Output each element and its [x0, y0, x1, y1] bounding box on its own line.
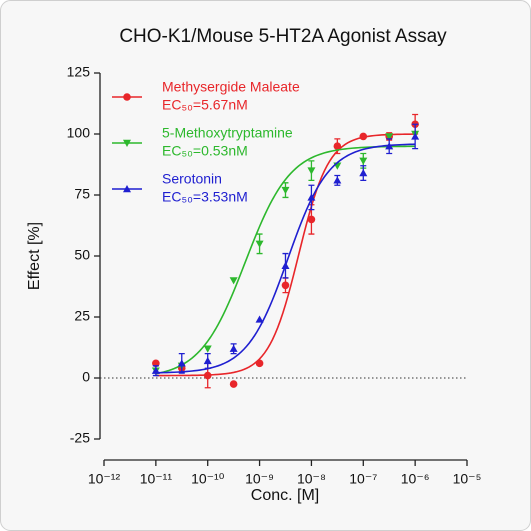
data-point	[177, 359, 186, 367]
y-tick-label: 0	[82, 369, 90, 385]
data-point	[281, 261, 290, 269]
x-tick-label: 10⁻¹²	[88, 471, 121, 487]
data-point	[151, 366, 160, 374]
ec50-label: EC₅₀=0.53nM	[162, 143, 248, 159]
data-point	[385, 142, 394, 150]
y-tick-label: 25	[74, 308, 90, 324]
data-point	[359, 157, 368, 165]
data-point	[307, 167, 316, 175]
ec50-label: EC₅₀=5.67nM	[162, 97, 248, 113]
x-axis-label: Conc. [M]	[251, 487, 319, 504]
y-tick-label: 100	[67, 125, 91, 141]
data-point	[255, 315, 264, 323]
y-axis-label: Effect [%]	[26, 222, 43, 290]
legend-label: Serotonin	[162, 171, 222, 187]
y-tick-label: -25	[70, 430, 90, 446]
x-tick-label: 10⁻⁹	[245, 471, 274, 487]
data-point	[229, 277, 238, 285]
data-point	[333, 176, 342, 184]
chart-title: CHO-K1/Mouse 5-HT2A Agonist Assay	[119, 26, 447, 47]
x-tick-label: 10⁻⁷	[349, 471, 377, 487]
data-point	[307, 215, 316, 224]
data-point	[281, 186, 290, 195]
x-tick-label: 10⁻⁶	[401, 471, 430, 487]
y-tick-label: 75	[74, 186, 90, 202]
data-point	[255, 240, 264, 248]
x-tick-label: 10⁻⁸	[297, 471, 326, 487]
x-tick-label: 10⁻⁵	[453, 471, 482, 487]
data-point	[281, 281, 290, 290]
fit-curve	[155, 133, 416, 377]
legend-label: Methysergide Maleate	[162, 79, 300, 95]
ec50-label: EC₅₀=3.53nM	[162, 189, 248, 205]
y-tick-label: 125	[67, 64, 91, 80]
y-tick-label: 50	[74, 247, 90, 263]
data-point	[203, 345, 212, 353]
data-point	[359, 132, 368, 141]
legend-marker	[123, 93, 131, 101]
data-point	[385, 133, 394, 141]
data-point	[359, 169, 368, 177]
x-tick-label: 10⁻¹¹	[140, 471, 173, 487]
data-point	[203, 356, 212, 365]
data-point	[229, 380, 238, 388]
legend-marker	[123, 185, 131, 193]
data-point	[411, 132, 420, 140]
data-point	[229, 344, 238, 352]
data-point	[307, 193, 316, 201]
data-point	[333, 142, 342, 150]
data-point	[255, 359, 264, 368]
data-point	[203, 371, 212, 380]
x-tick-label: 10⁻¹⁰	[191, 471, 225, 487]
legend-label: 5-Methoxytryptamine	[162, 125, 293, 141]
legend-marker	[123, 139, 131, 147]
